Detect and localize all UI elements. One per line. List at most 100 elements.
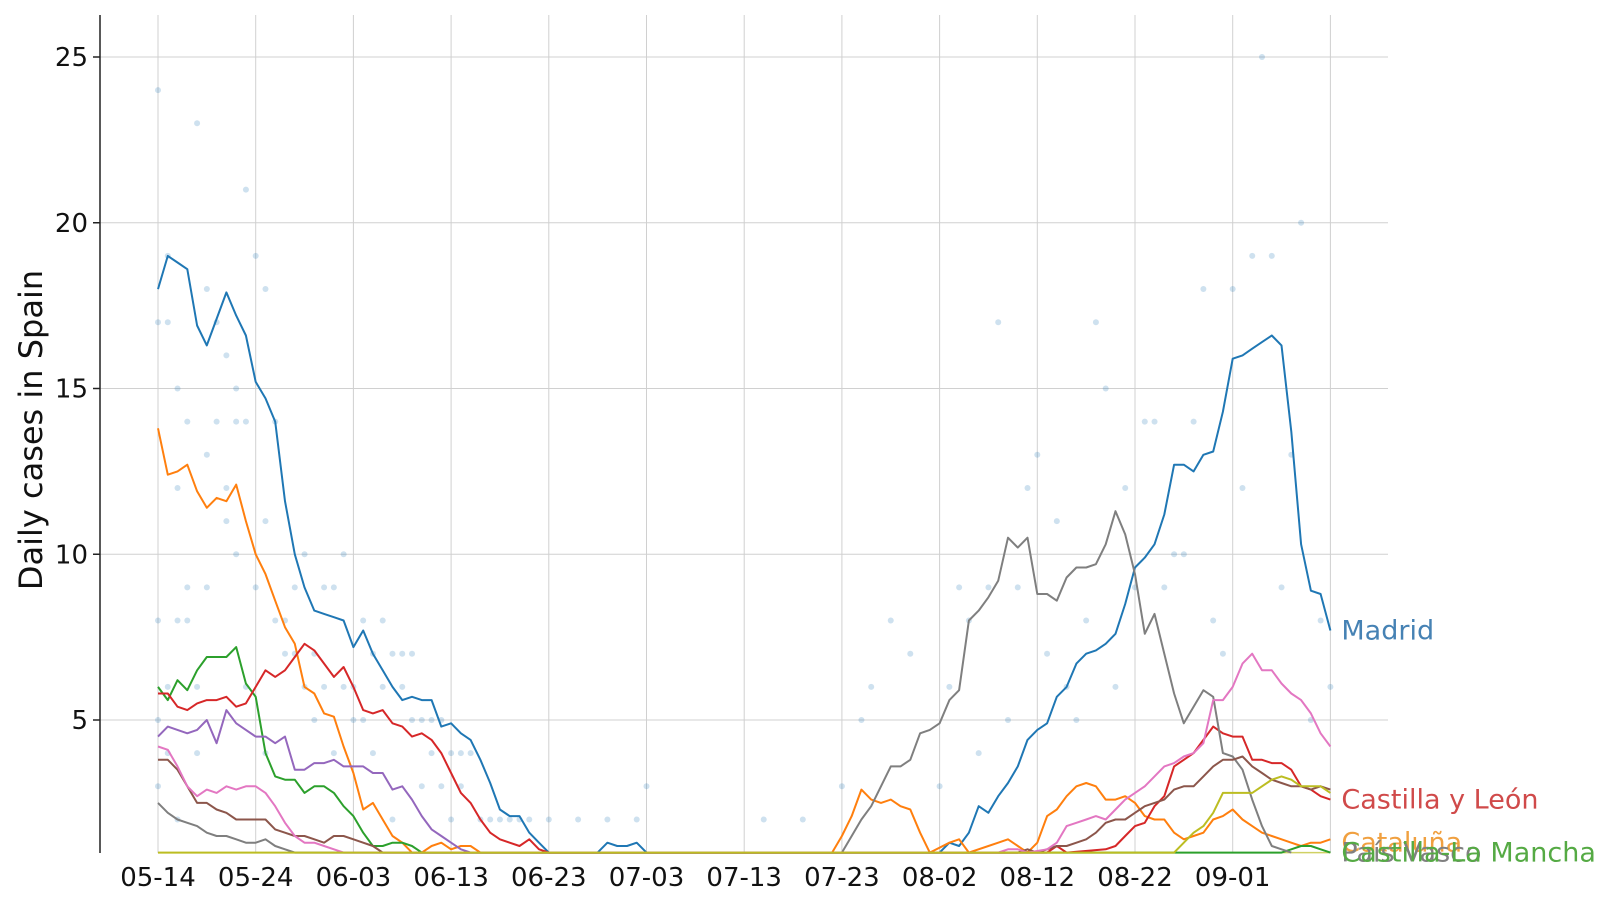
series-line-castilla-y-le-n: [158, 642, 1331, 854]
scatter-point: [184, 584, 191, 591]
scatter-point: [340, 683, 347, 690]
scatter-point: [379, 683, 386, 690]
scatter-point: [350, 717, 357, 723]
x-tick-label: 06-03: [316, 863, 392, 893]
y-tick-label: 15: [55, 375, 88, 405]
scatter-point: [203, 286, 210, 293]
scatter-point: [1034, 451, 1041, 458]
scatter-point: [330, 584, 337, 591]
end-label-castilla-y-le-n: Castilla y León: [1341, 785, 1538, 816]
scatter-point: [1327, 683, 1334, 690]
scatter-point: [1024, 484, 1031, 491]
scatter-point: [1229, 286, 1236, 293]
scatter-point: [448, 816, 455, 823]
scatter-point: [428, 717, 435, 723]
scatter-point: [174, 617, 181, 624]
scatter-point: [1219, 650, 1226, 657]
scatter-point: [1083, 617, 1090, 624]
x-axis-ticks: 05-14 05-24 06-03 06-13 06-23 07-03 07-13 07-23…: [120, 863, 1270, 893]
scatter-point: [448, 750, 455, 757]
scatter-point: [506, 816, 513, 823]
scatter-point: [262, 518, 269, 525]
grid-lines: [100, 15, 1388, 853]
scatter-point: [946, 683, 953, 690]
scatter-point: [223, 484, 230, 491]
scatter-point: [1122, 484, 1129, 491]
scatter-point: [575, 816, 582, 823]
scatter-point: [369, 750, 376, 757]
scatter-point: [262, 286, 269, 293]
scatter-point: [301, 551, 308, 558]
scatter-point: [1180, 551, 1187, 558]
x-tick-label: 06-13: [413, 863, 489, 893]
scatter-point: [194, 683, 201, 690]
scatter-point: [389, 816, 396, 823]
x-tick-label: 09-01: [1195, 863, 1271, 893]
series-line-andaluc-a: [157, 652, 1332, 854]
scatter-point: [487, 816, 494, 823]
scatter-point: [194, 120, 201, 127]
scatter-point: [858, 717, 865, 723]
scatter-point: [330, 750, 337, 757]
scatter-point: [409, 717, 416, 723]
scatter-point: [155, 783, 161, 790]
scatter-point: [1190, 418, 1197, 425]
scatter-point: [223, 352, 230, 359]
scatter-point: [155, 87, 161, 94]
end-label-pa-s-vasco: País Vasco: [1341, 838, 1481, 869]
scatter-point: [643, 783, 650, 790]
scatter-point: [1161, 584, 1168, 591]
scatter-point: [907, 650, 914, 657]
scatter-point: [1141, 418, 1148, 425]
scatter-point: [272, 617, 279, 624]
scatter-point: [1092, 319, 1099, 326]
scatter-point: [379, 617, 386, 624]
scatter-point: [1259, 54, 1266, 60]
series-line-arag-n: [158, 755, 1331, 854]
scatter-point: [1112, 683, 1119, 690]
scatter-point: [1278, 584, 1285, 591]
scatter-point: [633, 816, 640, 823]
scatter-point: [213, 418, 220, 425]
scatter-point: [340, 551, 347, 558]
scatter-point: [1239, 484, 1246, 491]
scatter-point: [291, 584, 298, 591]
scatter-point: [1102, 385, 1109, 392]
scatter-point: [389, 650, 396, 657]
scatter-point: [496, 816, 503, 823]
scatter-point: [233, 551, 240, 558]
x-tick-label: 05-24: [218, 863, 294, 893]
series-line-pa-s-vasco: [157, 510, 1292, 854]
scatter-point: [985, 584, 992, 591]
scatter-point: [526, 816, 533, 823]
scatter-point: [155, 717, 161, 723]
scatter-point: [1317, 617, 1324, 624]
scatter-point: [1171, 551, 1178, 558]
x-tick-label: 08-12: [1000, 863, 1076, 893]
scatter-point: [604, 816, 611, 823]
x-tick-label: 07-23: [804, 863, 880, 893]
scatter-point: [868, 683, 875, 690]
x-tick-label: 08-02: [902, 863, 978, 893]
scatter-point: [838, 783, 845, 790]
scatter-point: [223, 518, 230, 525]
series-line-madrid: [157, 254, 1332, 854]
scatter-point: [428, 750, 435, 757]
scatter-point: [799, 816, 806, 823]
scatter-point: [155, 617, 161, 624]
y-tick-label: 25: [55, 43, 88, 73]
scatter-point: [1298, 219, 1305, 226]
scatter-point: [936, 783, 943, 790]
scatter-point: [242, 418, 249, 425]
scatter-point: [321, 683, 328, 690]
series-line-catalu-a: [157, 428, 1331, 854]
scatter-point: [282, 650, 289, 657]
y-tick-label: 5: [71, 706, 88, 736]
scatter-point: [995, 319, 1002, 326]
end-label-madrid: Madrid: [1341, 615, 1434, 646]
scatter-point: [1210, 617, 1217, 624]
scatter-point: [164, 683, 171, 690]
scatter-point: [1044, 650, 1051, 657]
